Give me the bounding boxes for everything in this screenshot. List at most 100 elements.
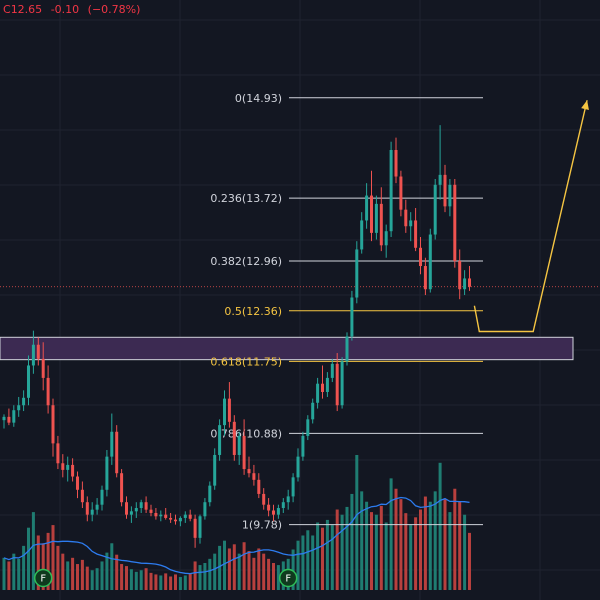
dividend-marker-label: F	[285, 574, 291, 585]
volume-bar	[71, 557, 75, 590]
fibonacci-retracement[interactable]: 0(14.93) 0.236(13.72) 0.382(12.96) 0.5(12.3…	[210, 92, 483, 532]
candle	[144, 496, 148, 513]
close-value: 12.65	[10, 3, 43, 16]
candle	[419, 237, 422, 275]
fib-label: 0.5(12.36)	[224, 305, 282, 318]
candle	[174, 514, 177, 525]
volume-bar	[144, 568, 148, 590]
candle	[448, 179, 452, 217]
candle	[208, 481, 212, 507]
volume-bar	[414, 517, 418, 590]
volume-bar	[232, 544, 236, 590]
volume-bar	[399, 499, 403, 590]
candle	[237, 431, 241, 465]
candle	[95, 498, 99, 515]
candle	[183, 511, 187, 523]
volume-bar	[276, 565, 280, 590]
candle	[252, 464, 256, 486]
candle	[374, 195, 378, 240]
support-zone[interactable]	[0, 336, 574, 361]
change-percent: (−0.78%)	[87, 3, 141, 16]
candle	[203, 498, 207, 520]
volume-bar	[335, 509, 339, 590]
volume-bar	[291, 549, 295, 590]
dividend-marker: F	[33, 568, 53, 588]
volume-bar	[468, 532, 471, 590]
candle	[428, 228, 432, 293]
candle	[71, 458, 75, 482]
change-value: -0.10	[50, 3, 80, 16]
volume-bar	[218, 545, 222, 590]
volume-bar	[27, 527, 30, 590]
volume-bar	[389, 478, 393, 590]
volume-bar	[100, 561, 104, 590]
volume-bar	[193, 561, 197, 590]
volume-bar	[105, 552, 109, 590]
candle	[154, 508, 158, 520]
candle	[453, 179, 457, 268]
volume-bar	[164, 573, 168, 590]
candle	[423, 257, 427, 296]
volume-bar	[365, 501, 369, 590]
volume-bar	[453, 488, 457, 590]
volume-bar	[306, 530, 310, 590]
volume-bar	[272, 563, 275, 590]
candle	[345, 332, 349, 366]
candle	[247, 456, 251, 478]
candle	[51, 398, 55, 457]
candle	[301, 431, 305, 461]
projection-path[interactable]	[473, 100, 588, 333]
fib-label: 1(9.78)	[242, 519, 282, 532]
fib-label: 0.382(12.96)	[210, 255, 282, 268]
candle	[164, 508, 168, 520]
candle	[120, 469, 124, 507]
volume-bar	[159, 575, 163, 590]
candle	[134, 502, 138, 518]
candlesticks	[2, 125, 471, 548]
volume-bar	[247, 551, 251, 590]
volume-bar	[110, 543, 114, 590]
volume-bar	[134, 571, 138, 590]
volume-bar	[428, 501, 432, 590]
candle	[335, 353, 339, 412]
volume-bar	[321, 527, 324, 590]
volume-moving-average	[3, 496, 470, 575]
candle	[2, 414, 6, 429]
volume-bar	[223, 540, 226, 590]
candle	[433, 179, 437, 240]
candle	[468, 266, 471, 291]
candle	[257, 473, 261, 499]
candle	[291, 473, 295, 503]
candle	[218, 419, 222, 461]
volume-bar	[438, 462, 442, 590]
volume-bar	[423, 496, 427, 590]
candle	[110, 413, 114, 465]
volume-bar	[458, 501, 462, 590]
candle	[213, 448, 217, 490]
volume-bar	[370, 512, 373, 590]
volume-bar	[154, 574, 158, 590]
candle	[458, 249, 462, 300]
volume-bar	[149, 572, 153, 590]
candle	[414, 208, 418, 252]
candle	[365, 183, 369, 229]
volume-bar	[85, 566, 89, 590]
candle	[325, 372, 329, 397]
volume-bar	[409, 525, 413, 590]
fib-level: 0.236(13.72)	[210, 192, 483, 205]
candle	[394, 137, 398, 184]
volume-bar	[433, 491, 437, 590]
candle	[115, 425, 119, 478]
volume-bar	[120, 564, 124, 590]
candle	[105, 450, 109, 497]
candle	[188, 509, 192, 522]
candle	[438, 125, 442, 200]
fib-label: 0(14.93)	[235, 92, 282, 105]
candle	[61, 454, 65, 478]
volume-bar	[56, 545, 60, 590]
volume-bar	[296, 540, 300, 590]
volume-bar	[237, 553, 241, 590]
fib-level: 0.5(12.36)	[224, 305, 483, 318]
volume-bar	[267, 558, 271, 590]
